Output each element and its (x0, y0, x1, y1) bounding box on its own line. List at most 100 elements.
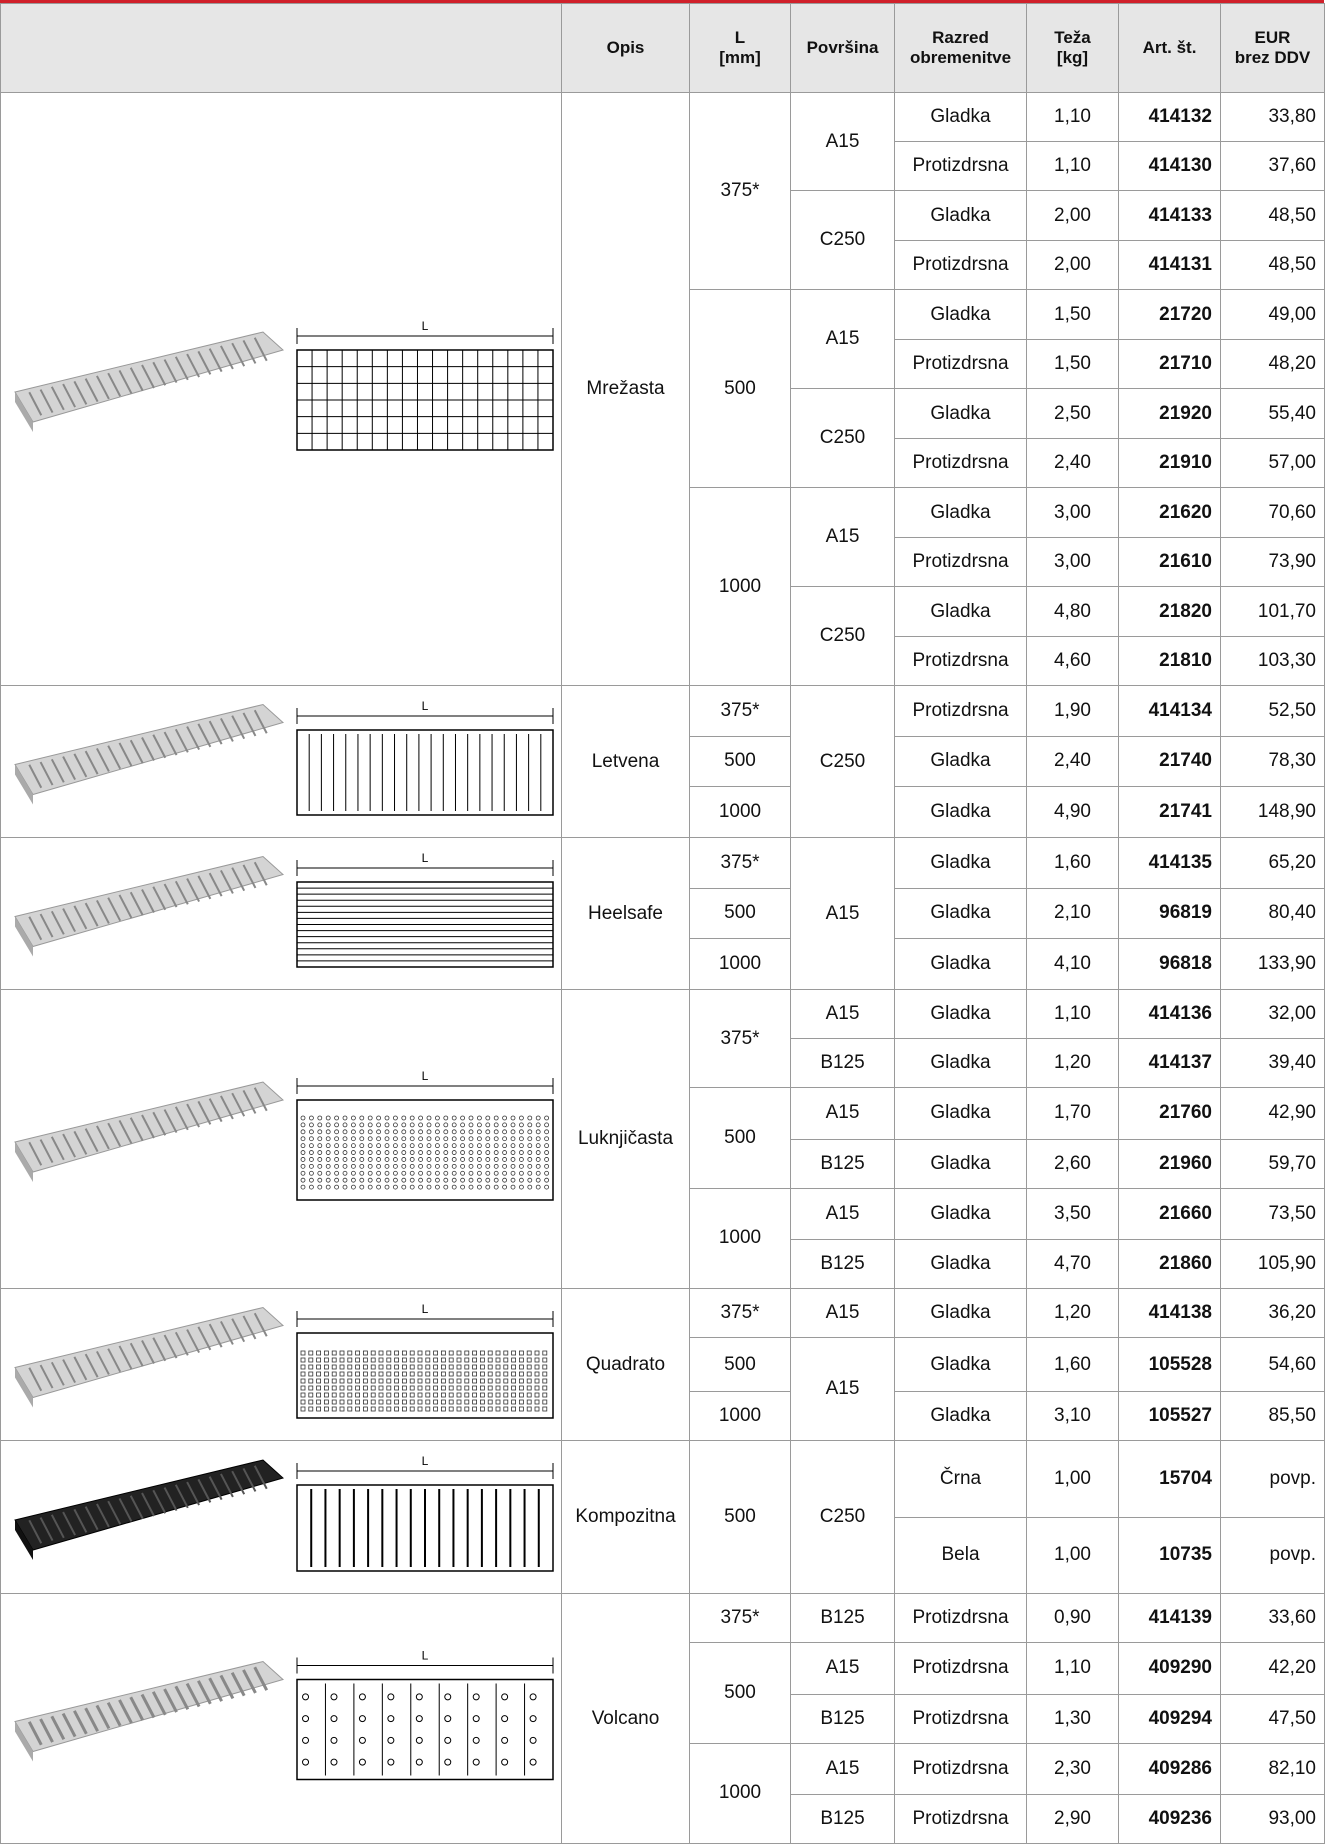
hole (300, 1143, 306, 1149)
grating-slot (163, 1334, 178, 1359)
article-cell: 21920 (1118, 388, 1221, 439)
bar-hole (387, 1715, 395, 1723)
grating-slot (129, 367, 144, 392)
hole (485, 1136, 491, 1142)
hole (426, 1143, 432, 1149)
surface-cell: Protizdrsna (894, 240, 1027, 290)
hole (468, 1122, 474, 1128)
hole (359, 1143, 365, 1149)
grating-slot (73, 1508, 88, 1533)
hole (544, 1129, 549, 1135)
class-cell: C250 (790, 1440, 895, 1594)
bar-hole (302, 1715, 310, 1723)
hole (476, 1177, 482, 1183)
hole (443, 1184, 449, 1190)
weight-cell: 1,00 (1026, 1516, 1119, 1594)
class-cell: A15 (790, 1288, 895, 1338)
weight-cell: 1,20 (1026, 1288, 1119, 1338)
square-hole (355, 1406, 361, 1412)
square-hole (362, 1399, 368, 1405)
square-hole (479, 1371, 485, 1377)
square-hole (308, 1392, 314, 1398)
grating-slot (140, 1693, 156, 1719)
square-hole (362, 1364, 368, 1370)
hole (527, 1157, 533, 1162)
square-hole (409, 1385, 415, 1391)
square-hole (386, 1357, 392, 1363)
weight-cell: 1,50 (1026, 339, 1119, 389)
square-hole (308, 1357, 314, 1363)
hole (418, 1177, 424, 1183)
grating-slot (253, 1312, 268, 1337)
square-hole (401, 1392, 407, 1398)
square-hole (331, 1385, 337, 1391)
hole (325, 1115, 331, 1121)
surface-cell: Gladka (894, 586, 1027, 637)
article-cell: 414138 (1118, 1288, 1221, 1338)
bar-hole (415, 1715, 423, 1723)
hole (476, 1122, 482, 1128)
hole (300, 1122, 306, 1128)
hole (359, 1136, 365, 1142)
diagram-outline (296, 1332, 554, 1419)
article-cell: 409286 (1118, 1742, 1221, 1795)
hole (376, 1177, 382, 1183)
square-hole (526, 1385, 532, 1391)
square-hole (378, 1406, 384, 1412)
grating-slot (141, 737, 155, 761)
square-hole (534, 1378, 540, 1384)
square-hole (495, 1364, 501, 1370)
hole (367, 1170, 373, 1176)
square-hole (300, 1350, 306, 1356)
square-hole (503, 1399, 509, 1405)
square-hole (464, 1357, 470, 1363)
hole (485, 1122, 491, 1128)
article-cell: 414132 (1118, 92, 1221, 142)
hole (519, 1150, 524, 1155)
table-row: 500 A15 Protizdrsna 1,10 409290 42,20 (1, 1642, 1325, 1744)
hole (300, 1115, 306, 1121)
article-cell: 414136 (1118, 989, 1221, 1039)
grating-slot (62, 1359, 76, 1384)
square-hole (316, 1357, 322, 1363)
square-hole (503, 1371, 509, 1377)
hole (493, 1129, 499, 1135)
square-hole (409, 1357, 415, 1363)
square-hole (331, 1364, 337, 1370)
hole (485, 1184, 491, 1190)
hole (367, 1143, 373, 1149)
grating-slot (50, 1136, 65, 1161)
dimension-label: L (422, 1069, 429, 1083)
hole (308, 1136, 314, 1142)
bar-hole (358, 1715, 366, 1723)
bar-hole (330, 1693, 338, 1701)
hole (535, 1170, 541, 1176)
square-hole (339, 1399, 345, 1405)
square-hole (464, 1378, 470, 1384)
hole (367, 1184, 373, 1190)
hole (510, 1115, 516, 1121)
square-hole (448, 1371, 454, 1377)
hole (493, 1136, 499, 1142)
table-row: 1000 A15 Protizdrsna 2,30 409286 82,10 (1, 1742, 1325, 1844)
bar-hole (358, 1693, 366, 1701)
table-row: L Kompozitna 500 C250 Črna 1,00 15704 povp. (0, 1440, 1325, 1594)
surface-cell: Protizdrsna (894, 1794, 1027, 1844)
hole (376, 1163, 382, 1169)
square-hole (401, 1385, 407, 1391)
hole (510, 1129, 516, 1135)
hole (476, 1136, 482, 1142)
square-hole (339, 1357, 345, 1363)
price-cell: 48,20 (1220, 339, 1325, 389)
square-hole (347, 1371, 353, 1377)
hole (308, 1115, 314, 1121)
hole (443, 1129, 449, 1135)
square-hole (511, 1364, 517, 1370)
square-hole (526, 1350, 532, 1356)
hole (300, 1177, 306, 1183)
grating-slot (242, 1315, 257, 1340)
article-cell: 21720 (1118, 289, 1221, 340)
hole (300, 1157, 306, 1162)
length-cell: 1000 (689, 487, 791, 686)
